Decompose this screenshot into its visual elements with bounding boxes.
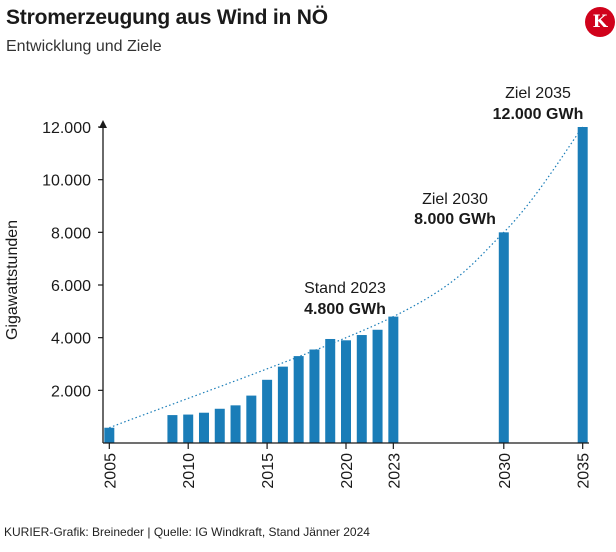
bar-2022: [372, 329, 383, 443]
bar-2035: [577, 127, 588, 443]
annotation-value-2035: 12.000 GWh: [493, 106, 584, 123]
y-tick-label-12000: 12.000: [42, 120, 91, 137]
x-tick-label-2035: 2035: [576, 453, 593, 489]
annotation-label-2035: Ziel 2035: [505, 85, 571, 102]
bar-2030: [498, 232, 509, 443]
y-axis-label: Gigawattstunden: [4, 220, 21, 340]
bar-2019: [325, 338, 336, 443]
x-tick-label-2023: 2023: [386, 453, 403, 489]
y-tick-label-4000: 4.000: [51, 331, 91, 348]
x-tick-label-2020: 2020: [339, 453, 356, 489]
y-tick-label-2000: 2.000: [51, 383, 91, 400]
bar-2009: [167, 415, 178, 443]
bar-2020: [341, 340, 351, 443]
x-tick-label-2010: 2010: [181, 453, 198, 489]
bar-2014: [246, 395, 257, 443]
trend-line: [109, 126, 584, 429]
annotation-label-2030: Ziel 2030: [422, 191, 488, 208]
chart-subtitle: Entwicklung und Ziele: [6, 38, 162, 55]
bar-2011: [198, 412, 209, 443]
annotation-label-2023: Stand 2023: [304, 280, 386, 297]
bar-2016: [277, 366, 288, 443]
y-tick-label-8000: 8.000: [51, 225, 91, 242]
chart-title: Stromerzeugung aus Wind in NÖ: [6, 6, 328, 29]
kurier-logo: K: [585, 7, 615, 37]
bar-2005: [104, 427, 115, 443]
x-tick-label-2030: 2030: [497, 453, 514, 489]
bar-2023: [388, 316, 399, 443]
x-tick-label-2005: 2005: [102, 453, 119, 489]
y-axis-arrow: [99, 120, 107, 128]
annotation-value-2030: 8.000 GWh: [414, 211, 496, 228]
annotation-value-2023: 4.800 GWh: [304, 301, 386, 318]
y-tick-label-10000: 10.000: [42, 173, 91, 190]
bar-2013: [230, 405, 241, 443]
y-tick-label-6000: 6.000: [51, 278, 91, 295]
source-credit: KURIER-Grafik: Breineder | Quelle: IG Wi…: [4, 525, 370, 539]
x-tick-label-2015: 2015: [260, 453, 277, 489]
bar-2012: [214, 408, 225, 443]
bar-2015: [262, 379, 273, 443]
bar-2021: [356, 335, 367, 443]
bar-2010: [183, 414, 194, 443]
bar-2017: [293, 356, 304, 443]
bar-2018: [309, 349, 320, 443]
